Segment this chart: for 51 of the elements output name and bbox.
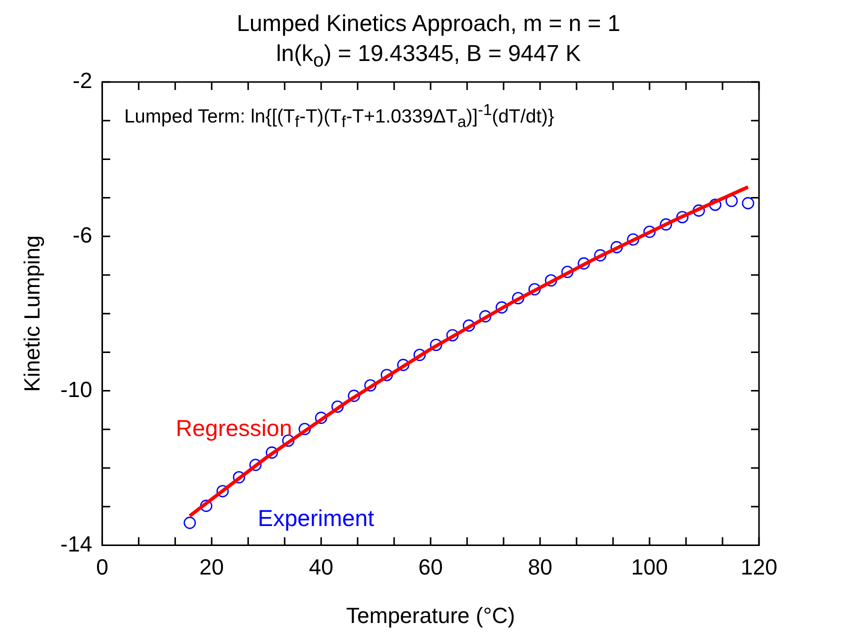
x-tick-label: 20 bbox=[199, 554, 224, 580]
text: Lumped Term: ln{[(T$_{f}$-T)(T$_{f}$-T+1.0339ΔT$_{a}$)]$^{-1}$(dT/dt)} bbox=[124, 102, 554, 132]
point bbox=[397, 358, 410, 372]
point bbox=[364, 379, 377, 392]
point bbox=[643, 226, 656, 238]
point bbox=[200, 500, 212, 512]
point bbox=[528, 283, 541, 296]
point bbox=[414, 348, 426, 362]
point bbox=[626, 233, 640, 246]
series-label: Regression bbox=[176, 414, 292, 441]
point bbox=[692, 204, 705, 217]
point bbox=[544, 274, 558, 287]
point bbox=[430, 338, 442, 352]
point bbox=[578, 257, 590, 270]
point bbox=[232, 471, 246, 484]
point bbox=[479, 310, 492, 322]
point bbox=[676, 210, 689, 224]
point bbox=[512, 292, 524, 304]
y-tick-label: -10 bbox=[60, 376, 92, 402]
point bbox=[380, 368, 393, 382]
x-tick-label: 120 bbox=[740, 554, 778, 580]
point bbox=[660, 218, 672, 231]
series-label: Experiment bbox=[258, 504, 375, 531]
point bbox=[298, 422, 311, 436]
x-tick-label: 40 bbox=[308, 554, 334, 580]
point bbox=[561, 266, 574, 278]
point bbox=[594, 249, 606, 262]
point bbox=[742, 197, 754, 210]
point bbox=[314, 412, 328, 424]
x-tick-label: 100 bbox=[631, 554, 668, 580]
point bbox=[331, 400, 344, 413]
point bbox=[610, 241, 623, 254]
point bbox=[266, 446, 278, 459]
y-tick-label: -6 bbox=[72, 222, 92, 248]
point bbox=[496, 301, 508, 314]
chart-title: Lumped Kinetics Approach, m = n = 1 bbox=[236, 10, 622, 37]
y-tick-label: -2 bbox=[72, 68, 92, 94]
point bbox=[709, 198, 722, 211]
y-axis-title: Kinetic Lumping bbox=[19, 235, 44, 392]
x-tick-label: 0 bbox=[96, 554, 108, 580]
x-axis-title: Temperature (°C) bbox=[346, 602, 516, 628]
x-tick-label: 80 bbox=[528, 554, 552, 580]
point bbox=[348, 390, 360, 402]
chart-subtitle: ln(k$_{o}$) = 19.43345, B = 9447 K bbox=[276, 40, 581, 72]
x-tick-label: 60 bbox=[418, 554, 443, 580]
point bbox=[446, 329, 459, 342]
point bbox=[216, 485, 229, 498]
point bbox=[462, 319, 476, 332]
point bbox=[184, 516, 196, 529]
point bbox=[249, 458, 262, 472]
y-tick-label: -14 bbox=[60, 531, 92, 556]
